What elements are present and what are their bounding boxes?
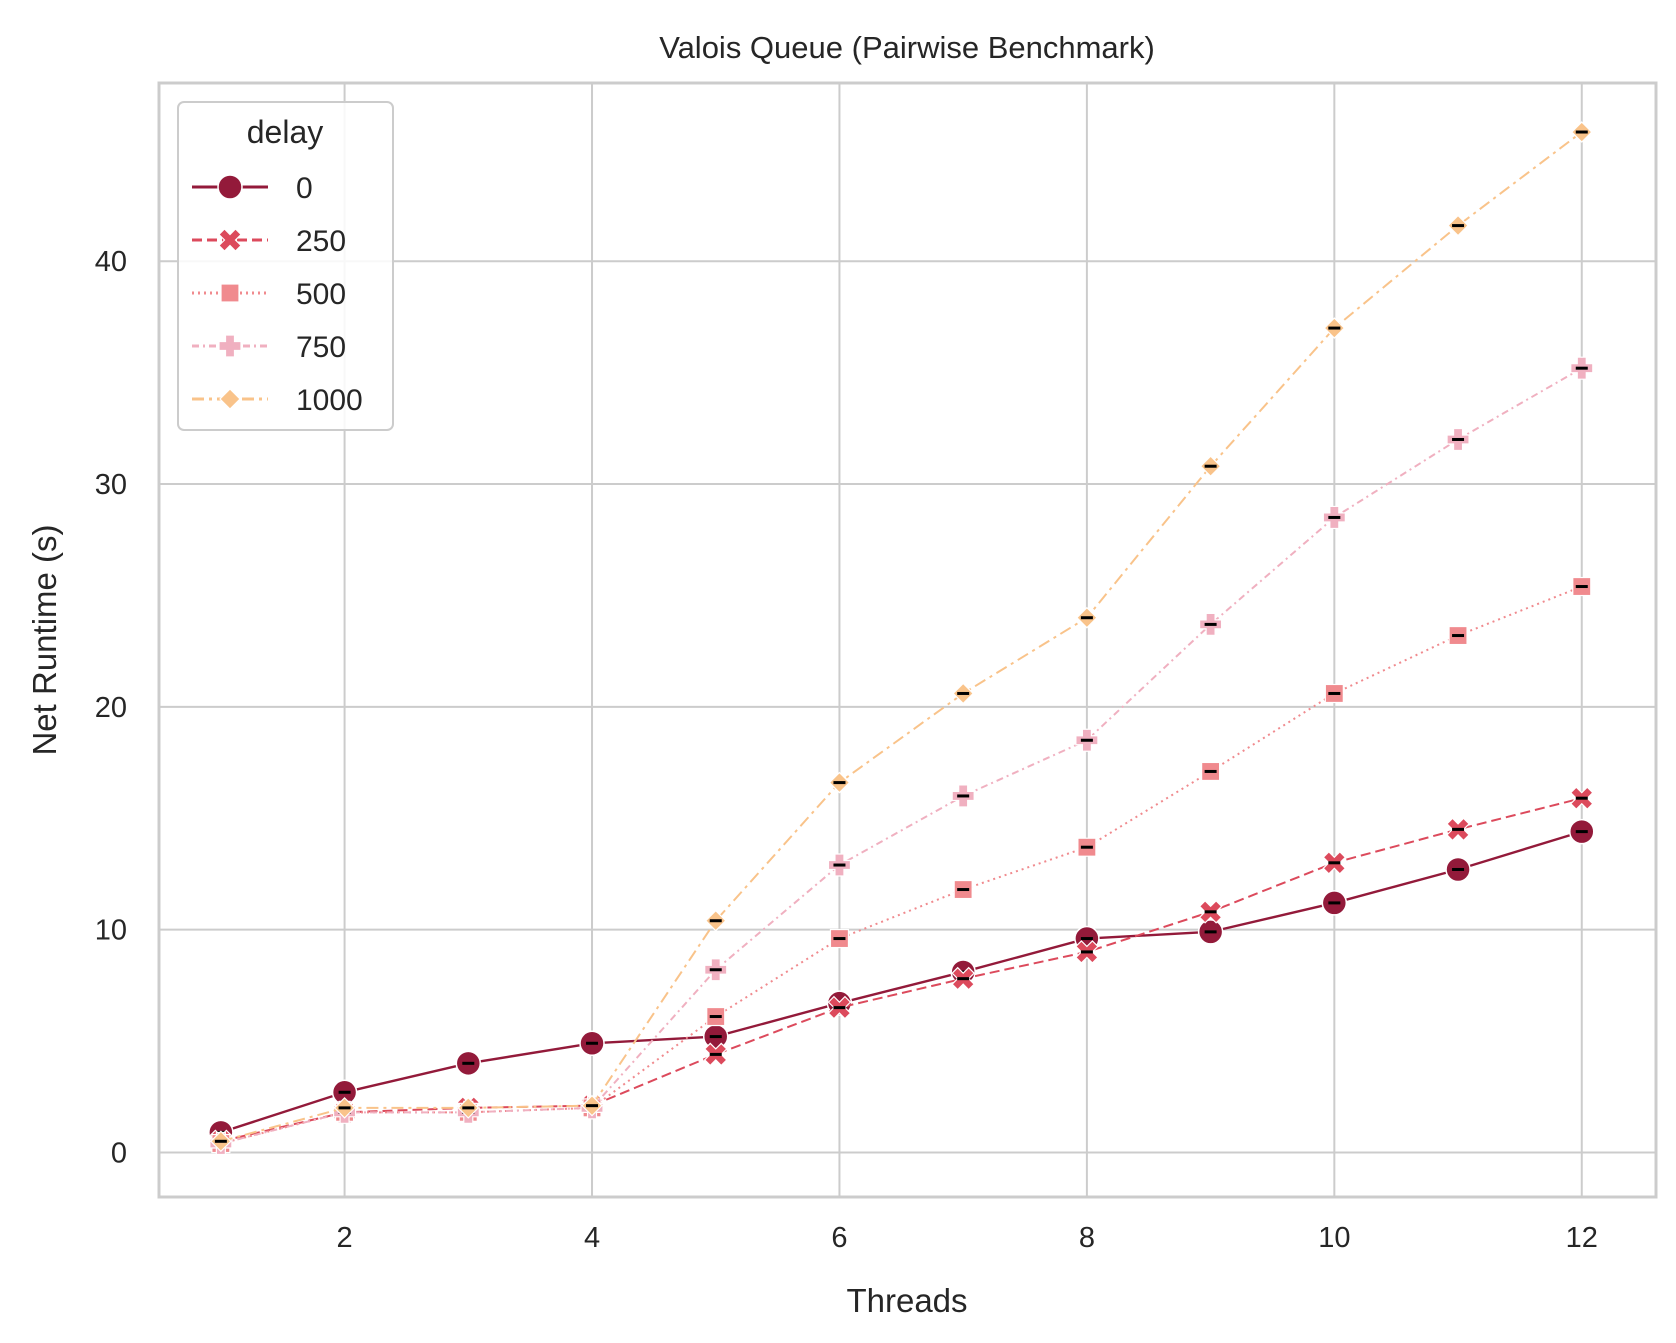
y-tick-label: 0 xyxy=(111,1137,127,1169)
x-tick-label: 12 xyxy=(1566,1222,1598,1254)
legend-marker xyxy=(218,334,242,358)
x-tick-label: 8 xyxy=(1079,1222,1095,1254)
chart-title: Valois Queue (Pairwise Benchmark) xyxy=(659,30,1155,65)
series-line xyxy=(220,585,1583,1145)
series-line xyxy=(220,830,1583,1134)
x-axis-label: Threads xyxy=(846,1282,967,1319)
series-line xyxy=(220,367,1583,1145)
series-line xyxy=(220,797,1583,1143)
x-tick-label: 6 xyxy=(831,1222,847,1254)
legend-marker xyxy=(217,174,243,200)
legend: delay 0 250 500 750 1000 xyxy=(177,101,394,431)
legend-title: delay xyxy=(247,114,324,150)
legend-marker xyxy=(218,228,242,252)
series-250 xyxy=(209,786,1594,1154)
legend-item-1000: 1000 xyxy=(192,384,363,417)
legend-marker xyxy=(219,388,241,410)
plot-frame xyxy=(157,81,1658,1199)
y-tick-label: 20 xyxy=(95,692,127,724)
y-tick-label: 30 xyxy=(95,469,127,501)
legend-item-500: 500 xyxy=(192,278,346,311)
series-1000 xyxy=(210,121,1593,1153)
series-0 xyxy=(208,818,1595,1146)
y-tick-label: 40 xyxy=(95,246,127,278)
legend-item-0: 0 xyxy=(192,172,313,205)
x-tick-label: 4 xyxy=(584,1222,600,1254)
series-750 xyxy=(209,356,1594,1156)
y-axis-label: Net Runtime (s) xyxy=(26,524,63,755)
x-axis-ticks: 2 4 6 8 10 12 xyxy=(337,1222,1598,1254)
gridlines xyxy=(159,83,1656,1197)
legend-marker xyxy=(220,283,240,303)
legend-items: 0 250 500 750 1000 xyxy=(192,172,363,417)
series-layer xyxy=(208,121,1595,1156)
y-tick-label: 10 xyxy=(95,915,127,947)
legend-label: 1000 xyxy=(296,384,363,417)
legend-label: 250 xyxy=(296,225,346,258)
legend-box xyxy=(177,101,394,431)
x-tick-label: 2 xyxy=(337,1222,353,1254)
series-line xyxy=(220,131,1583,1143)
legend-label: 500 xyxy=(296,278,346,311)
x-tick-label: 10 xyxy=(1318,1222,1350,1254)
series-500 xyxy=(211,576,1592,1154)
legend-label: 0 xyxy=(296,172,313,205)
legend-label: 750 xyxy=(296,331,346,364)
legend-item-250: 250 xyxy=(192,225,346,258)
legend-item-750: 750 xyxy=(192,331,346,364)
y-axis-ticks: 0 10 20 30 40 xyxy=(95,246,127,1169)
